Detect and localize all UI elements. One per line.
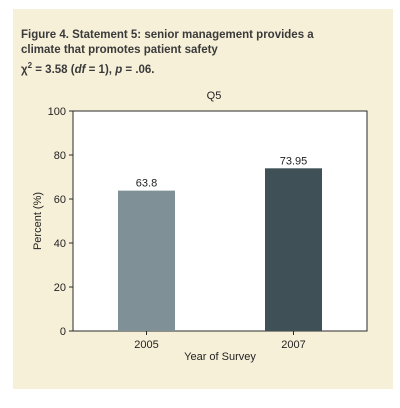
- y-tick-label: 60: [54, 194, 66, 206]
- caption-line-1: Figure 4. Statement 5: senior management…: [21, 29, 314, 41]
- y-tick-label: 100: [48, 106, 66, 118]
- y-tick-label: 20: [54, 282, 66, 294]
- x-tick-label: 2005: [134, 339, 158, 351]
- df-label: df: [74, 63, 86, 76]
- bars-group: 63.8 73.95: [118, 155, 322, 331]
- y-tick-label: 80: [54, 150, 66, 162]
- y-axis-label: Percent (%): [32, 192, 44, 250]
- caption-stat-part-3: = .06.: [122, 63, 155, 76]
- caption-stat-part-1: = 3.58 (: [32, 63, 75, 76]
- x-axis-label: Year of Survey: [184, 351, 256, 363]
- bar-2007: [265, 168, 322, 331]
- y-tick-label: 40: [54, 238, 66, 250]
- figure-caption: Figure 4. Statement 5: senior management…: [21, 28, 381, 78]
- chi-symbol: χ: [21, 63, 28, 76]
- y-tick-label: 0: [60, 326, 66, 338]
- caption-stat-part-2: = 1),: [85, 63, 116, 76]
- y-axis: 0 20 40 60 80 100: [48, 106, 73, 338]
- chart-title: Q5: [207, 90, 222, 102]
- p-label: p: [115, 63, 123, 76]
- x-tick-label: 2007: [281, 339, 305, 351]
- bar-value-label: 73.95: [280, 155, 308, 167]
- bar-value-label: 63.8: [136, 178, 157, 190]
- chi-superscript: 2: [27, 61, 33, 70]
- caption-line-2: climate that promotes patient safety: [21, 44, 218, 56]
- bar-2005: [118, 190, 175, 331]
- x-axis: 2005 2007: [134, 331, 306, 351]
- caption-line-3: χ2 = 3.58 (df = 1), p = .06.: [21, 58, 381, 78]
- plot-area: [72, 110, 368, 332]
